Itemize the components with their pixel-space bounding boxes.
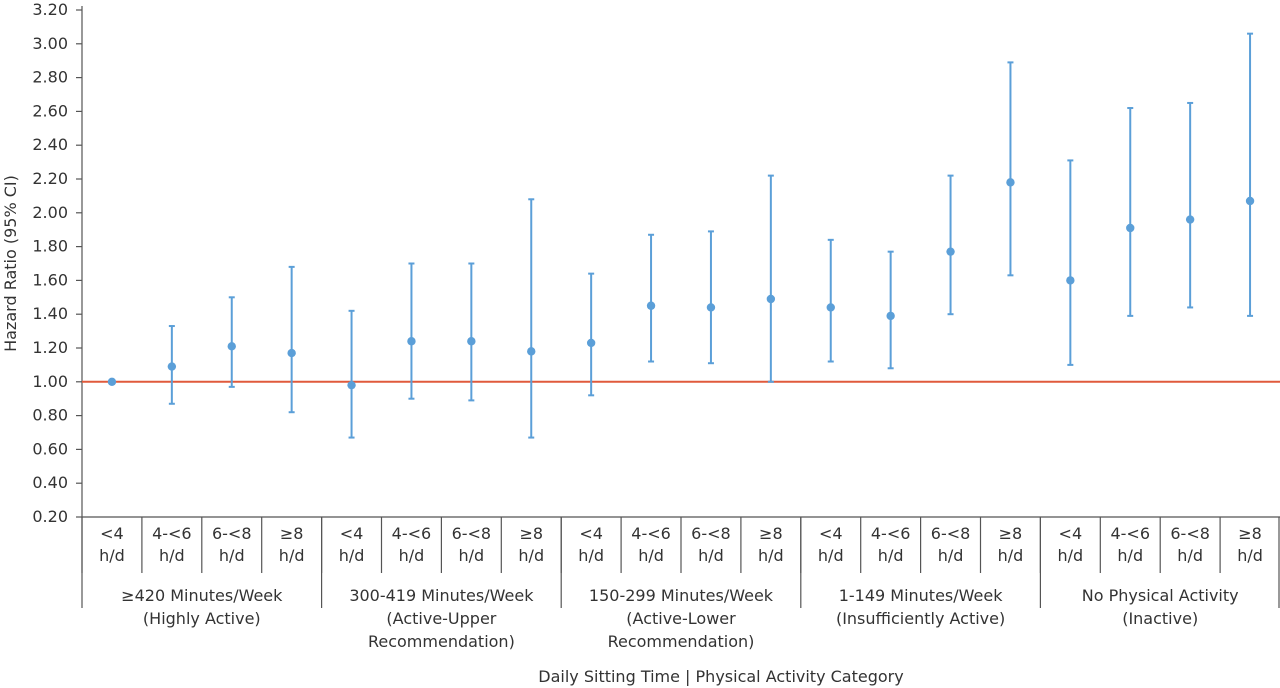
category-unit-label: h/d: [1058, 546, 1084, 565]
category-label: 4-<6: [392, 524, 432, 543]
y-axis-title: Hazard Ratio (95% CI): [1, 175, 20, 352]
group-label: Recommendation): [368, 632, 515, 651]
y-tick-label: 0.60: [32, 439, 68, 458]
y-tick-label: 3.00: [32, 34, 68, 53]
group-label: 150-299 Minutes/Week: [589, 586, 774, 605]
category-unit-label: h/d: [578, 546, 604, 565]
hazard-ratio-point: [527, 347, 536, 356]
hazard-ratio-point: [1185, 215, 1195, 224]
hazard-ratio-point: [347, 380, 356, 390]
category-label: 6-<8: [212, 524, 252, 543]
category-unit-label: h/d: [998, 546, 1024, 565]
y-tick-label: 1.60: [32, 270, 68, 289]
category-unit-label: h/d: [878, 546, 904, 565]
y-tick-label: 3.20: [32, 0, 68, 19]
category-unit-label: h/d: [219, 546, 245, 565]
group-label: (Active-Lower: [626, 609, 736, 628]
hazard-ratio-point: [1006, 178, 1015, 187]
category-unit-label: h/d: [399, 546, 425, 565]
hazard-ratio-point: [1126, 223, 1135, 233]
group-label: 1-149 Minutes/Week: [839, 586, 1004, 605]
y-tick-label: 0.80: [32, 406, 68, 425]
category-label: 6-<8: [452, 524, 492, 543]
category-unit-label: h/d: [818, 546, 844, 565]
category-unit-label: h/d: [1117, 546, 1143, 565]
hazard-ratio-point: [167, 362, 177, 371]
category-unit-label: h/d: [938, 546, 964, 565]
category-unit-label: h/d: [698, 546, 724, 565]
category-label: 6-<8: [691, 524, 731, 543]
group-label: (Insufficiently Active): [836, 609, 1005, 628]
category-label: <4: [340, 524, 364, 543]
y-tick-label: 1.00: [32, 372, 68, 391]
axes-layer: [76, 6, 1280, 608]
category-label: <4: [579, 524, 603, 543]
category-unit-label: h/d: [459, 546, 485, 565]
category-label: ≥8: [280, 524, 304, 543]
category-label: 4-<6: [152, 524, 192, 543]
y-tick-label: 1.40: [32, 304, 68, 323]
y-tick-label: 0.20: [32, 507, 68, 526]
category-label: <4: [1059, 524, 1083, 543]
y-tick-label: 2.40: [32, 135, 68, 154]
category-unit-label: h/d: [159, 546, 185, 565]
hazard-ratio-point: [287, 348, 296, 358]
category-label: ≥8: [519, 524, 543, 543]
category-unit-label: h/d: [518, 546, 544, 565]
hazard-ratio-point: [107, 377, 117, 386]
category-label: ≥8: [759, 524, 783, 543]
category-unit-label: h/d: [339, 546, 365, 565]
category-label: <4: [819, 524, 843, 543]
hazard-ratio-point: [227, 342, 236, 351]
hazard-ratio-point: [1245, 196, 1255, 206]
hazard-ratio-point: [766, 294, 776, 304]
category-unit-label: h/d: [638, 546, 664, 565]
category-label: <4: [100, 524, 124, 543]
marks-layer: [82, 32, 1280, 439]
hazard-ratio-point: [467, 337, 476, 346]
hazard-ratio-point: [946, 247, 955, 256]
group-label: (Active-Upper: [386, 609, 496, 628]
group-label: No Physical Activity: [1082, 586, 1239, 605]
group-label: (Highly Active): [143, 609, 261, 628]
category-unit-label: h/d: [1177, 546, 1203, 565]
category-label: ≥8: [999, 524, 1023, 543]
category-label: 6-<8: [931, 524, 971, 543]
category-label: 4-<6: [871, 524, 911, 543]
hazard-ratio-point: [706, 303, 716, 312]
y-tick-label: 2.80: [32, 68, 68, 87]
hazard-ratio-point: [886, 311, 895, 321]
group-label: (Inactive): [1122, 609, 1198, 628]
y-tick-label: 1.20: [32, 338, 68, 357]
x-axis-title: Daily Sitting Time | Physical Activity C…: [538, 667, 903, 686]
hazard-ratio-point: [826, 303, 835, 312]
y-tick-label: 2.20: [32, 169, 68, 188]
category-label: 6-<8: [1170, 524, 1210, 543]
category-unit-label: h/d: [279, 546, 305, 565]
group-label: 300-419 Minutes/Week: [349, 586, 534, 605]
y-tick-label: 1.80: [32, 237, 68, 256]
hazard-ratio-point: [646, 301, 656, 310]
y-tick-label: 2.00: [32, 203, 68, 222]
category-label: 4-<6: [631, 524, 671, 543]
hazard-ratio-point: [1066, 276, 1075, 285]
category-unit-label: h/d: [1237, 546, 1263, 565]
category-unit-label: h/d: [758, 546, 784, 565]
y-tick-label: 2.60: [32, 101, 68, 120]
category-label: 4-<6: [1110, 524, 1150, 543]
category-unit-label: h/d: [99, 546, 125, 565]
group-label: Recommendation): [608, 632, 755, 651]
y-tick-label: 0.40: [32, 473, 68, 492]
category-label: ≥8: [1238, 524, 1262, 543]
group-label: ≥420 Minutes/Week: [121, 586, 283, 605]
hazard-ratio-point: [586, 338, 596, 348]
hazard-ratio-point: [407, 337, 416, 346]
